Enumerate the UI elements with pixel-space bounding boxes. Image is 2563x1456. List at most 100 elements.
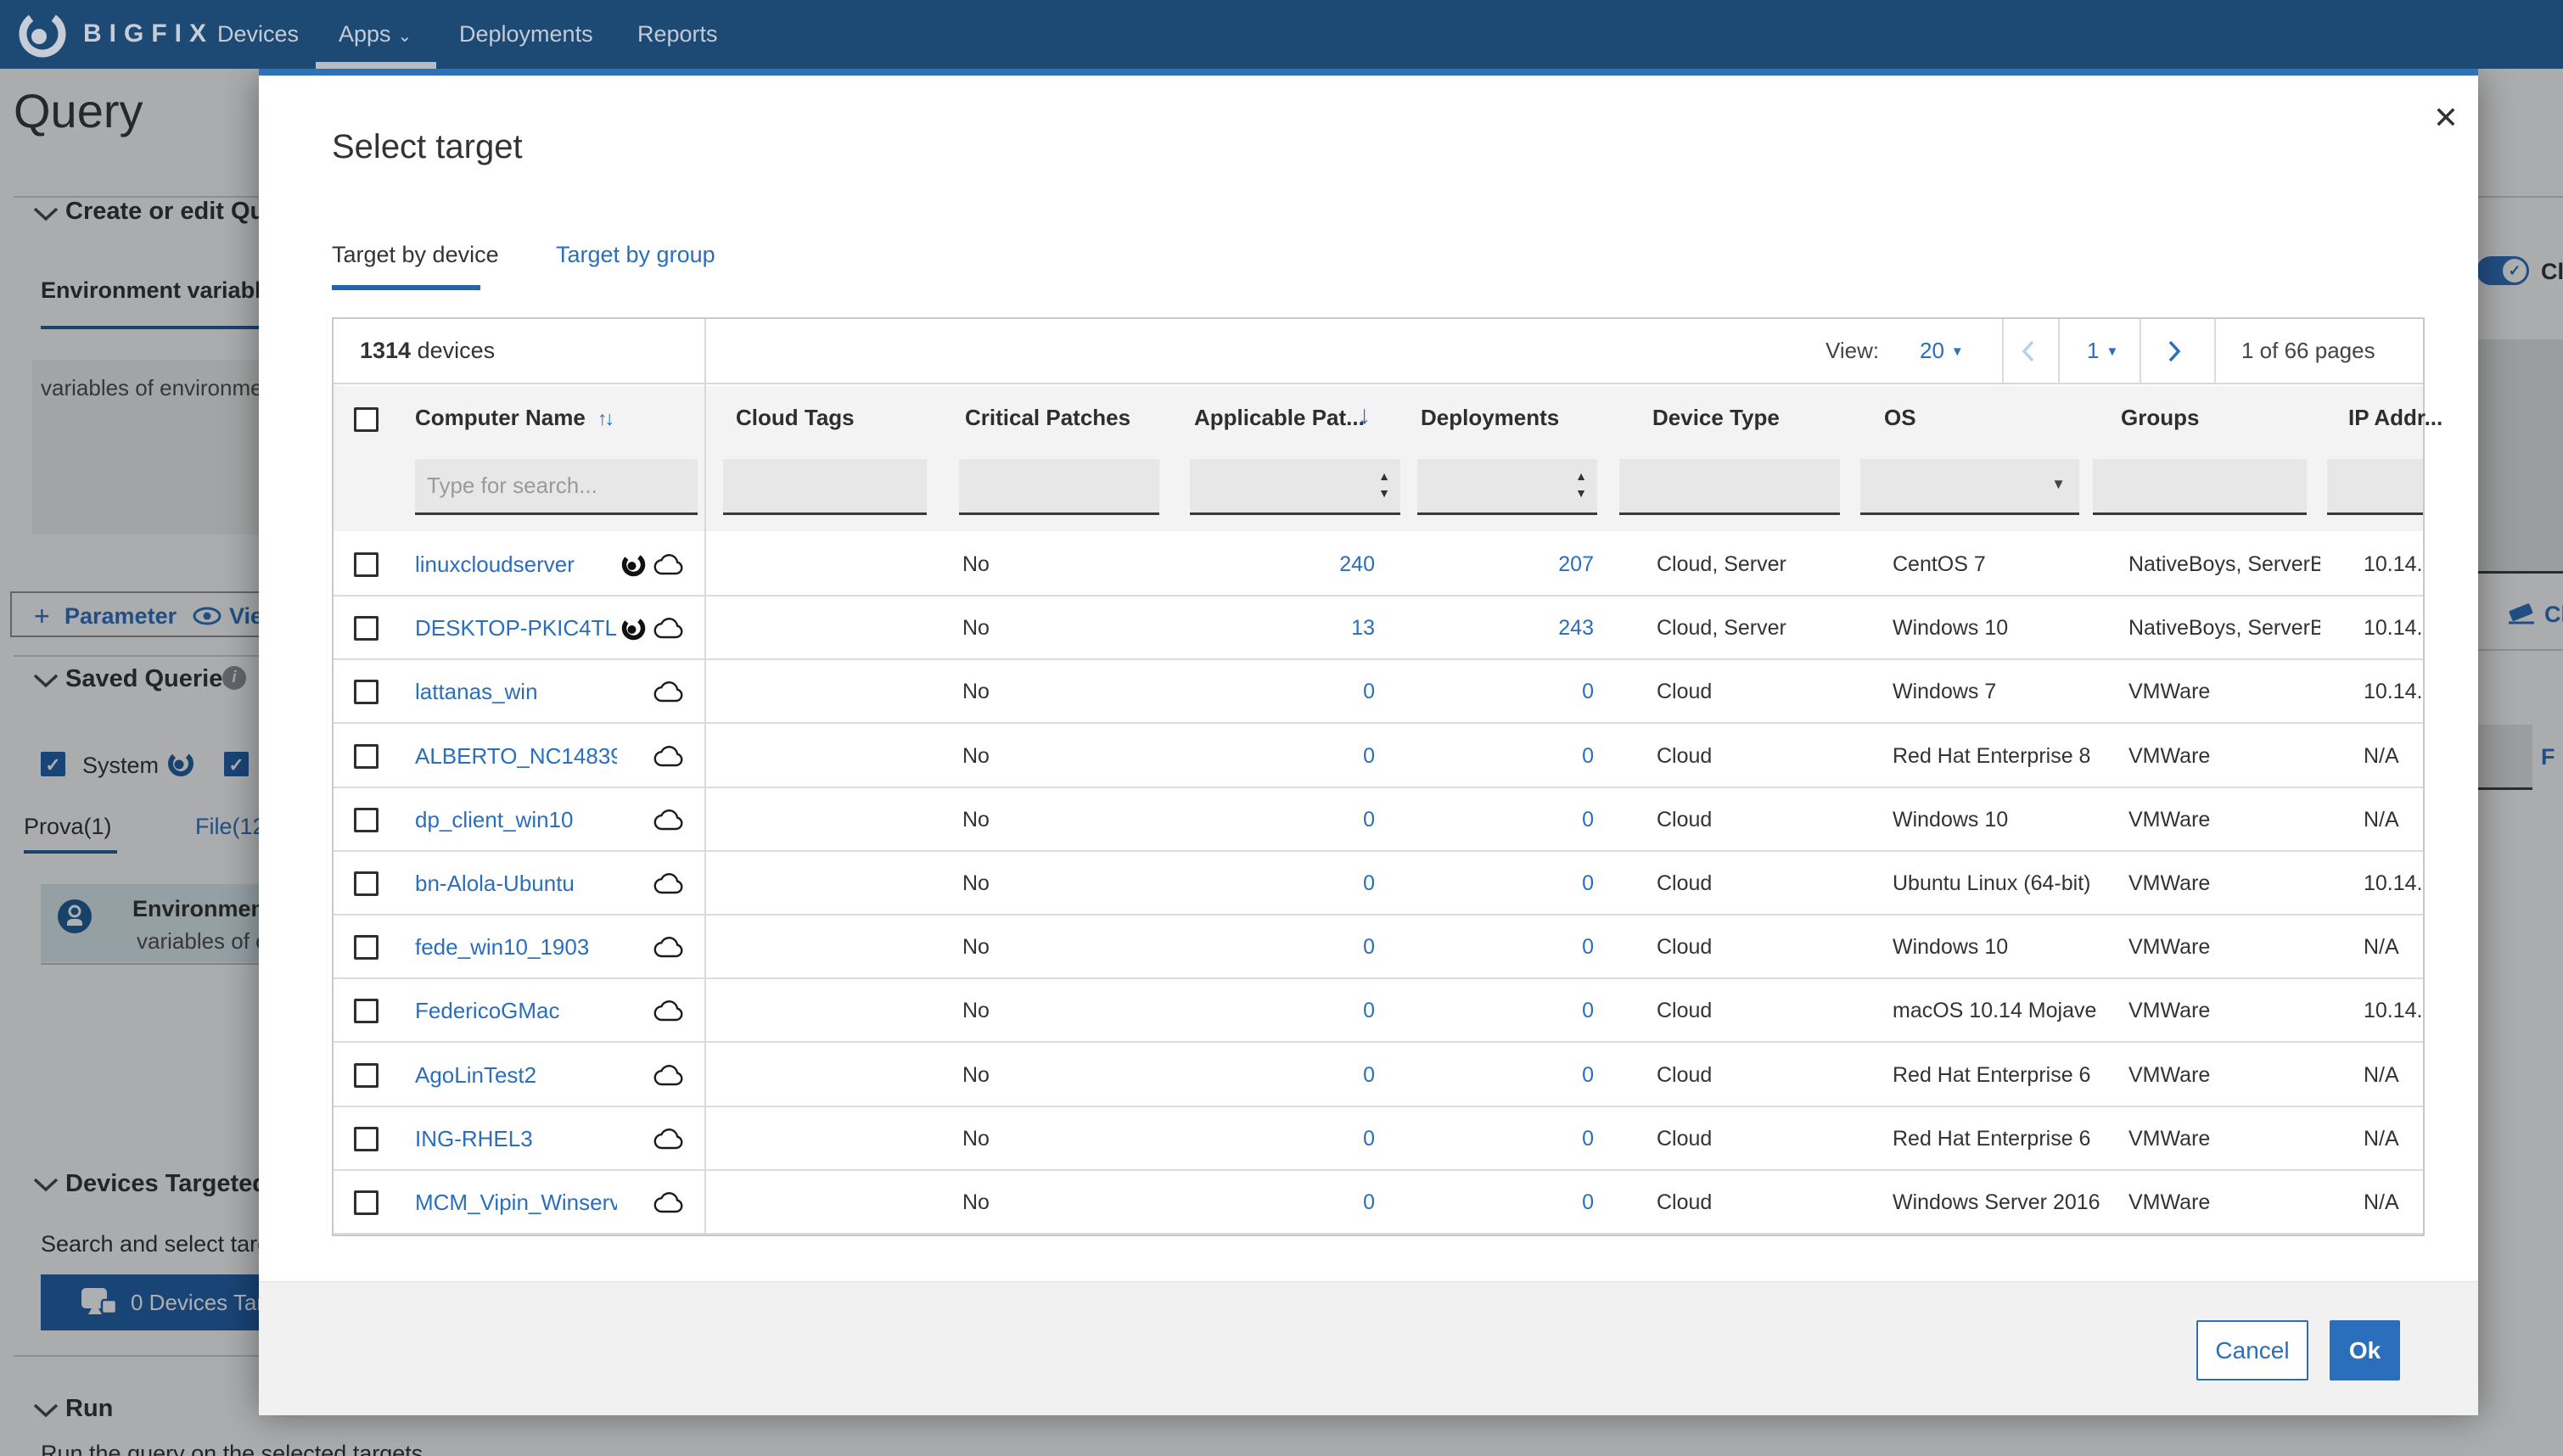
critical-input[interactable] [959,459,1159,512]
devices-targeted-header[interactable]: Devices Targeted [65,1170,268,1197]
saved-queries-header[interactable]: Saved Queries [65,665,237,692]
chevron-down-icon[interactable] [32,1177,59,1192]
applicable-patches-link[interactable]: 0 [1363,871,1375,895]
col-os[interactable]: OS [1884,405,1916,430]
row-checkbox[interactable] [354,552,379,577]
prev-page-icon[interactable] [2021,339,2036,363]
nav-item-apps[interactable]: Apps ⌄ [339,21,412,47]
create-edit-query-header[interactable]: Create or edit Quer [65,198,289,225]
device-name-link[interactable]: bn-Alola-Ubuntu [415,871,575,896]
os-input[interactable] [1860,459,2079,512]
device-type-filter[interactable] [1619,459,1840,515]
col-ip[interactable]: IP Addr... [2348,405,2443,430]
stepper-icon[interactable]: ▲ ▼ [1378,469,1390,500]
page-number-select[interactable]: 1 ▼ [2087,338,2119,363]
chevron-down-icon[interactable] [32,673,59,688]
client-toggle[interactable]: ✓ [2476,256,2529,285]
next-page-icon[interactable] [2167,339,2182,363]
select-all-checkbox[interactable] [354,407,379,432]
search-input[interactable] [415,459,698,512]
deployments-link[interactable]: 0 [1582,999,1594,1023]
deployments-link[interactable]: 0 [1582,1126,1594,1151]
device-name-link[interactable]: MCM_Vipin_Winserver19 [415,1190,617,1215]
nav-item-reports[interactable]: Reports [637,21,718,47]
deployments-link[interactable]: 0 [1582,935,1594,960]
cloud-tags-filter[interactable] [723,459,927,515]
row-checkbox[interactable] [354,1062,379,1088]
cancel-button[interactable]: Cancel [2196,1320,2308,1380]
deployments-link[interactable]: 0 [1582,743,1594,768]
device-type-input[interactable] [1619,459,1840,512]
device-name-link[interactable]: ING-RHEL3 [415,1125,533,1151]
ok-button[interactable]: Ok [2330,1320,2400,1380]
run-header[interactable]: Run [65,1395,114,1422]
applicable-patches-link[interactable]: 0 [1363,999,1375,1023]
deployments-input[interactable] [1417,459,1597,512]
row-checkbox[interactable] [354,743,379,769]
deployments-filter[interactable]: ▲ ▼ [1417,459,1597,515]
device-name-link[interactable]: dp_client_win10 [415,806,574,832]
name-filter[interactable] [415,459,698,515]
deployments-link[interactable]: 0 [1582,1062,1594,1087]
applicable-patches-link[interactable]: 0 [1363,1190,1375,1214]
sort-desc-icon[interactable]: ↓ [1358,401,1371,429]
row-checkbox[interactable] [354,616,379,641]
applicable-patches-link[interactable]: 0 [1363,807,1375,832]
deployments-link[interactable]: 0 [1582,871,1594,895]
page-size-select[interactable]: 20 ▼ [1920,338,1964,363]
brand[interactable]: BIGFIX [15,7,214,61]
critical-filter[interactable] [959,459,1159,515]
row-checkbox[interactable] [354,680,379,705]
tab-target-by-group[interactable]: Target by group [556,242,715,267]
applicable-filter[interactable]: ▲ ▼ [1190,459,1400,515]
applicable-patches-link[interactable]: 240 [1339,552,1375,576]
ip-input[interactable] [2327,459,2423,512]
device-name-link[interactable]: FedericoGMac [415,998,560,1024]
clear-button[interactable]: Cle [2544,602,2563,627]
applicable-patches-link[interactable]: 0 [1363,680,1375,704]
deployments-link[interactable]: 207 [1558,552,1594,576]
device-name-link[interactable]: fede_win10_1903 [415,934,590,960]
device-name-link[interactable]: AgoLinTest2 [415,1061,537,1088]
col-applicable-patches[interactable]: Applicable Pat... [1194,405,1365,430]
groups-input[interactable] [2093,459,2307,512]
nav-item-devices[interactable]: Devices [217,21,300,47]
relevance-textarea[interactable] [2476,339,2563,574]
applicable-patches-link[interactable]: 0 [1363,743,1375,768]
nav-item-deployments[interactable]: Deployments [459,21,593,47]
device-name-link[interactable]: linuxcloudserver [415,552,575,577]
sort-icon[interactable]: ↑↓ [597,407,614,429]
col-computer-name[interactable]: Computer Name ↑↓ [415,405,614,430]
tab-target-by-device[interactable]: Target by device [332,242,499,267]
col-deployments[interactable]: Deployments [1421,405,1560,430]
row-checkbox[interactable] [354,871,379,896]
cloud-tags-input[interactable] [723,459,927,512]
chevron-down-icon[interactable] [32,206,59,221]
deployments-link[interactable]: 0 [1582,807,1594,832]
deployments-link[interactable]: 0 [1582,680,1594,704]
applicable-input[interactable] [1190,459,1400,512]
col-device-type[interactable]: Device Type [1652,405,1780,430]
col-critical-patches[interactable]: Critical Patches [965,405,1131,430]
caret-down-icon[interactable]: ▼ [2051,476,2066,492]
chevron-down-icon[interactable] [32,1403,59,1418]
row-checkbox[interactable] [354,935,379,960]
device-name-link[interactable]: DESKTOP-PKIC4TL [415,615,617,641]
applicable-patches-link[interactable]: 0 [1363,1062,1375,1087]
device-name-link[interactable]: ALBERTO_NC148399_B... [415,742,617,769]
applicable-patches-link[interactable]: 0 [1363,935,1375,960]
col-cloud-tags[interactable]: Cloud Tags [736,405,855,430]
applicable-patches-link[interactable]: 13 [1351,616,1375,641]
row-checkbox[interactable] [354,999,379,1024]
ip-filter[interactable] [2327,459,2423,515]
groups-filter[interactable] [2093,459,2307,515]
device-name-link[interactable]: lattanas_win [415,679,538,705]
stepper-icon[interactable]: ▲ ▼ [1575,469,1587,500]
row-checkbox[interactable] [354,807,379,832]
row-checkbox[interactable] [354,1190,379,1215]
row-checkbox[interactable] [354,1126,379,1151]
system-checkbox[interactable]: ✓ [41,752,65,776]
applicable-patches-link[interactable]: 0 [1363,1126,1375,1151]
deployments-link[interactable]: 243 [1558,616,1594,641]
os-filter[interactable]: ▼ [1860,459,2079,515]
